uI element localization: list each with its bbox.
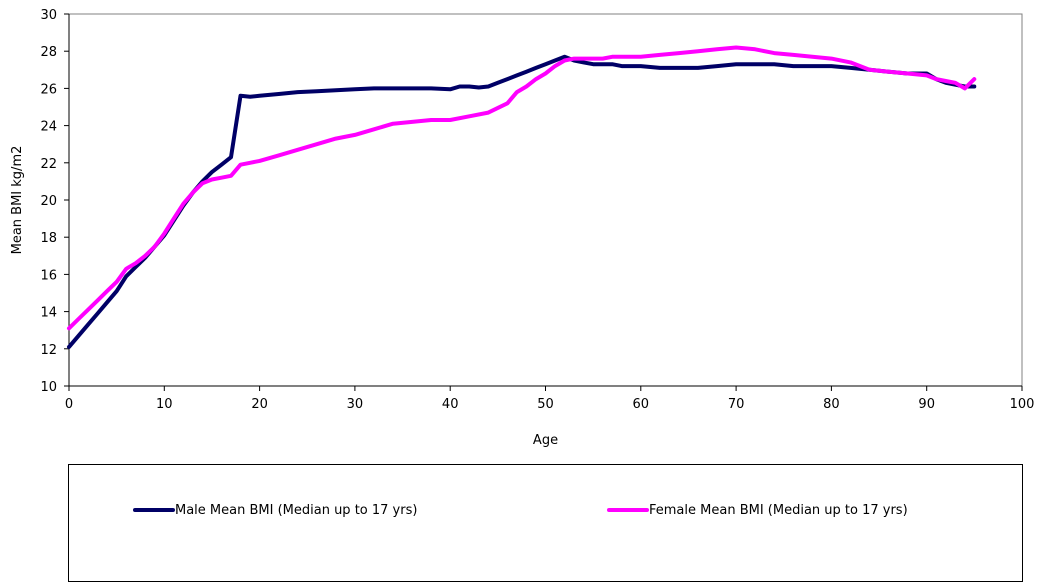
x-tick-label: 70	[728, 397, 745, 412]
x-tick-label: 40	[442, 397, 459, 412]
y-tick-label: 28	[40, 45, 57, 60]
legend-item-male: Male Mean BMI (Median up to 17 yrs)	[133, 501, 417, 519]
legend-swatch-male	[133, 508, 175, 512]
legend-item-female: Female Mean BMI (Median up to 17 yrs)	[607, 501, 908, 519]
plot-area	[68, 13, 1023, 387]
y-tick-label: 20	[40, 194, 57, 209]
y-tick-label: 12	[40, 343, 57, 358]
x-tick-label: 30	[347, 397, 364, 412]
series-line-female	[67, 45, 977, 331]
x-axis-title: Age	[533, 433, 558, 448]
x-tick-label: 90	[918, 397, 935, 412]
y-tick-label: 26	[40, 82, 57, 97]
series-layer	[67, 45, 977, 349]
x-tick-label: 20	[251, 397, 268, 412]
y-axis: 10 12 14 16 18 20 22 24 26 28 30	[40, 8, 69, 395]
legend-label-male: Male Mean BMI (Median up to 17 yrs)	[175, 502, 418, 518]
y-tick-label: 16	[40, 268, 57, 283]
y-axis-title: Mean BMI kg/m2	[10, 146, 25, 255]
x-tick-label: 0	[65, 397, 73, 412]
y-tick-label: 24	[40, 120, 57, 135]
x-tick-label: 100	[1010, 397, 1035, 412]
y-tick-label: 10	[40, 380, 57, 395]
x-tick-label: 80	[823, 397, 840, 412]
line-chart: 0 10 20 30 40 50 60 70 80 90 100 10 12 14 16 18 20 22 24 2…	[10, 8, 1035, 448]
x-tick-label: 10	[156, 397, 173, 412]
y-tick-label: 14	[40, 306, 57, 321]
x-tick-label: 50	[537, 397, 554, 412]
y-tick-label: 22	[40, 157, 57, 172]
y-tick-label: 30	[40, 8, 57, 23]
x-tick-label: 60	[633, 397, 650, 412]
legend: Male Mean BMI (Median up to 17 yrs) Fema…	[68, 464, 1023, 582]
legend-swatch-female	[607, 508, 649, 512]
x-axis: 0 10 20 30 40 50 60 70 80 90 100	[65, 386, 1035, 412]
y-tick-label: 18	[40, 231, 57, 246]
legend-label-female: Female Mean BMI (Median up to 17 yrs)	[649, 502, 908, 518]
plot-frame	[68, 13, 1023, 387]
